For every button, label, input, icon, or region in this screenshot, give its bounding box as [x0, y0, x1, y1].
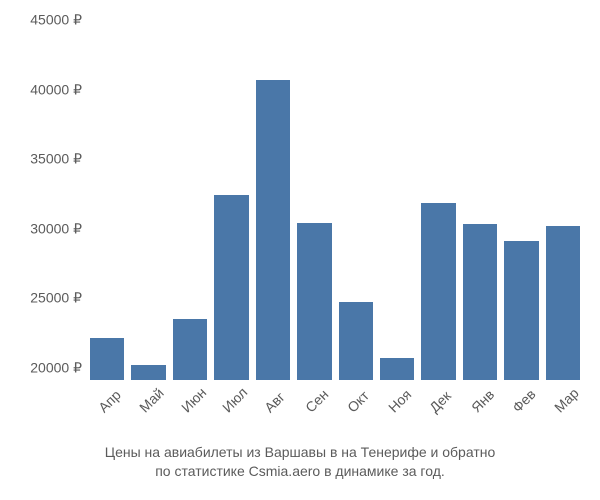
- x-tick-label: Июл: [219, 380, 255, 416]
- x-tick-label: Сен: [302, 380, 338, 416]
- bar: [421, 203, 455, 380]
- x-tick-label: Фев: [509, 380, 545, 416]
- bars-area: [90, 20, 580, 380]
- y-tick-label: 30000 ₽: [30, 220, 82, 237]
- bar: [339, 302, 373, 380]
- y-tick-label: 40000 ₽: [30, 81, 82, 98]
- x-tick-label: Мар: [551, 380, 587, 416]
- x-tick-label: Дек: [426, 380, 462, 416]
- x-tick-label: Авг: [261, 380, 297, 416]
- bar: [131, 365, 165, 380]
- x-tick-label: Апр: [95, 380, 131, 416]
- chart-caption: Цены на авиабилеты из Варшавы в на Тенер…: [0, 443, 600, 482]
- bar: [380, 358, 414, 380]
- bar: [214, 195, 248, 380]
- bar: [546, 226, 580, 380]
- caption-line-2: по статистике Csmia.aero в динамике за г…: [155, 463, 445, 479]
- bar: [256, 80, 290, 380]
- bar: [297, 223, 331, 380]
- x-axis-labels: АпрМайИюнИюлАвгСенОктНояДекЯнвФевМар: [90, 382, 580, 398]
- x-tick-label: Окт: [344, 380, 380, 416]
- bar: [463, 224, 497, 380]
- bar: [504, 241, 538, 380]
- caption-line-1: Цены на авиабилеты из Варшавы в на Тенер…: [105, 444, 496, 460]
- x-tick-label: Июн: [178, 380, 214, 416]
- bar: [90, 338, 124, 380]
- y-tick-label: 45000 ₽: [30, 12, 82, 29]
- bar: [173, 319, 207, 380]
- y-tick-label: 20000 ₽: [30, 359, 82, 376]
- x-tick-label: Май: [136, 380, 172, 416]
- y-tick-label: 35000 ₽: [30, 151, 82, 168]
- y-tick-label: 25000 ₽: [30, 290, 82, 307]
- x-tick-label: Ноя: [385, 380, 421, 416]
- x-tick-label: Янв: [468, 380, 504, 416]
- chart-plot-area: 20000 ₽25000 ₽30000 ₽35000 ₽40000 ₽45000…: [90, 20, 580, 380]
